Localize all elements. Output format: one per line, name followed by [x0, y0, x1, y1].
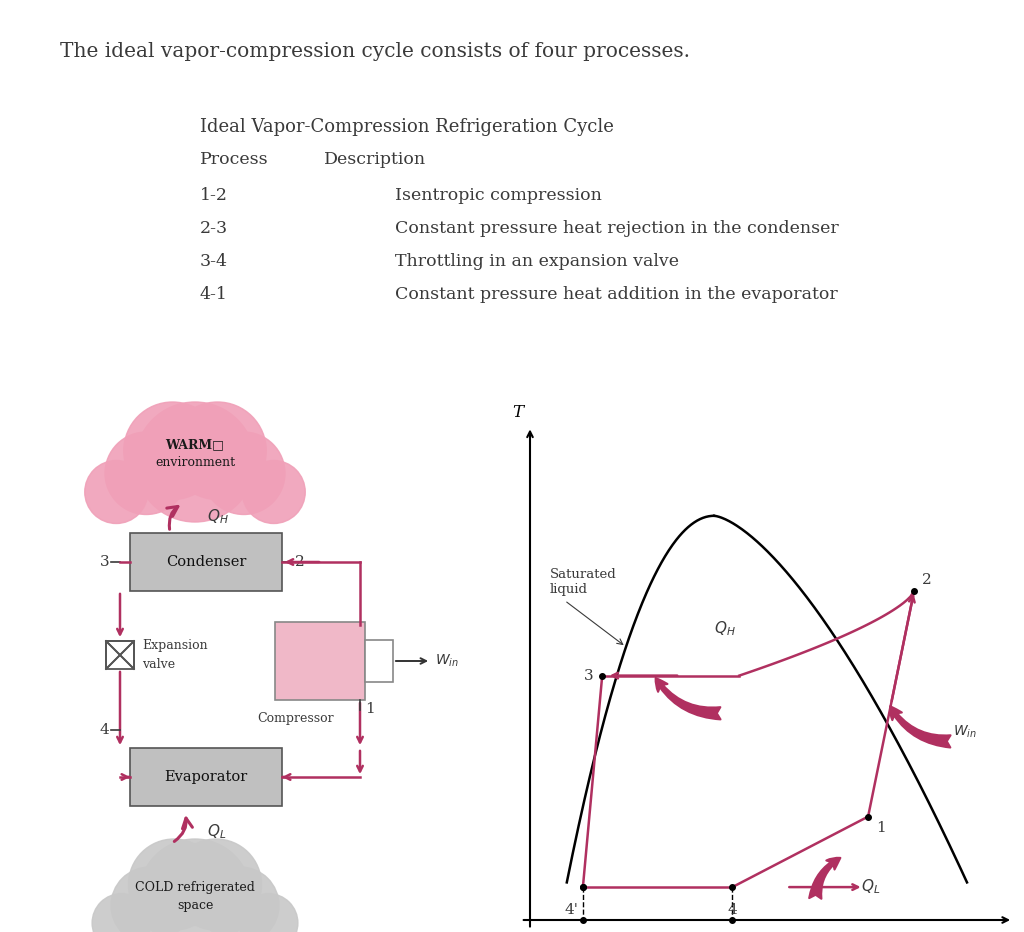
Circle shape	[203, 432, 285, 514]
Circle shape	[111, 867, 188, 932]
Text: Constant pressure heat rejection in the condenser: Constant pressure heat rejection in the …	[395, 220, 839, 238]
Text: Description: Description	[324, 151, 426, 168]
Text: 2-3: 2-3	[200, 220, 228, 238]
Circle shape	[128, 839, 219, 930]
Text: valve: valve	[142, 659, 175, 671]
FancyBboxPatch shape	[130, 748, 282, 806]
Text: 2: 2	[922, 573, 932, 587]
Circle shape	[105, 432, 187, 514]
Text: $Q_H$: $Q_H$	[714, 619, 735, 637]
Circle shape	[202, 867, 279, 932]
Circle shape	[171, 839, 261, 930]
Text: 3: 3	[585, 668, 594, 682]
Text: 3: 3	[100, 555, 110, 569]
Circle shape	[139, 839, 251, 932]
Circle shape	[169, 402, 266, 500]
Text: T: T	[512, 404, 523, 421]
Text: environment: environment	[155, 456, 236, 469]
Text: Constant pressure heat addition in the evaporator: Constant pressure heat addition in the e…	[395, 286, 838, 303]
Text: 4-1: 4-1	[200, 286, 228, 303]
Text: Isentropic compression: Isentropic compression	[395, 187, 602, 204]
Text: Condenser: Condenser	[166, 555, 246, 569]
Text: Compressor: Compressor	[257, 712, 334, 725]
Text: 4: 4	[727, 903, 737, 917]
Text: 2: 2	[295, 555, 305, 569]
FancyBboxPatch shape	[130, 533, 282, 591]
Text: 4': 4'	[565, 903, 579, 917]
Text: $Q_L$: $Q_L$	[861, 878, 881, 897]
Text: Process: Process	[200, 151, 268, 168]
Circle shape	[92, 894, 151, 932]
Text: 1-2: 1-2	[200, 187, 228, 204]
Text: 1: 1	[877, 820, 886, 834]
Circle shape	[135, 402, 255, 522]
Circle shape	[239, 894, 298, 932]
Text: $Q_L$: $Q_L$	[207, 823, 226, 842]
Text: Saturated
liquid: Saturated liquid	[550, 568, 616, 596]
Text: 1: 1	[365, 702, 375, 716]
Text: $W_{in}$: $W_{in}$	[953, 724, 977, 740]
Text: $Q_H$: $Q_H$	[207, 508, 228, 527]
Text: WARM□: WARM□	[166, 438, 224, 451]
Circle shape	[243, 460, 305, 524]
Text: The ideal vapor-compression cycle consists of four processes.: The ideal vapor-compression cycle consis…	[60, 42, 690, 61]
Text: Evaporator: Evaporator	[165, 770, 248, 784]
FancyBboxPatch shape	[275, 622, 365, 700]
Text: COLD refrigerated: COLD refrigerated	[135, 882, 255, 895]
Text: 3-4: 3-4	[200, 254, 228, 270]
Circle shape	[124, 402, 221, 500]
Text: Expansion: Expansion	[142, 638, 208, 651]
Text: 4: 4	[100, 723, 110, 737]
Circle shape	[85, 460, 147, 524]
Text: $W_{in}$: $W_{in}$	[435, 652, 459, 669]
FancyBboxPatch shape	[365, 640, 393, 682]
Text: space: space	[177, 899, 213, 912]
Text: Ideal Vapor-Compression Refrigeration Cycle: Ideal Vapor-Compression Refrigeration Cy…	[200, 118, 613, 136]
Text: Throttling in an expansion valve: Throttling in an expansion valve	[395, 254, 679, 270]
